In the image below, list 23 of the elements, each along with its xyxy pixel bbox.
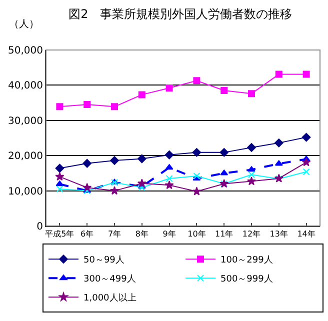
x-tick-label: 13年 <box>270 230 288 239</box>
legend-label: 300～499人 <box>84 274 136 285</box>
x-tick-label: 6年 <box>80 230 94 239</box>
y-tick-label: 50,000 <box>8 46 43 56</box>
y-tick-label: 20,000 <box>8 151 43 162</box>
y-axis-title: （人） <box>9 19 39 30</box>
chart-title: 図2 事業所規模別外国人労働者数の推移 <box>68 7 292 22</box>
legend-label: 100～299人 <box>220 254 273 266</box>
x-tick-label: 9年 <box>162 230 176 239</box>
legend-label: 500～999人 <box>220 274 273 285</box>
x-tick-label: 平成5年 <box>45 230 74 239</box>
y-tick-label: 0 <box>36 222 43 232</box>
x-tick-label: 14年 <box>297 230 316 239</box>
x-tick-label: 12年 <box>242 230 261 239</box>
y-tick-label: 30,000 <box>8 116 43 127</box>
y-tick-label: 40,000 <box>8 80 43 92</box>
x-tick-label: 7年 <box>108 230 122 239</box>
legend-label: 1,000人以上 <box>84 292 136 304</box>
legend-label: 50～99人 <box>84 254 124 266</box>
y-tick-label: 10,000 <box>8 186 43 198</box>
x-tick-label: 8年 <box>135 230 148 239</box>
x-tick-label: 10年 <box>188 230 206 239</box>
x-tick-label: 11年 <box>215 230 234 239</box>
